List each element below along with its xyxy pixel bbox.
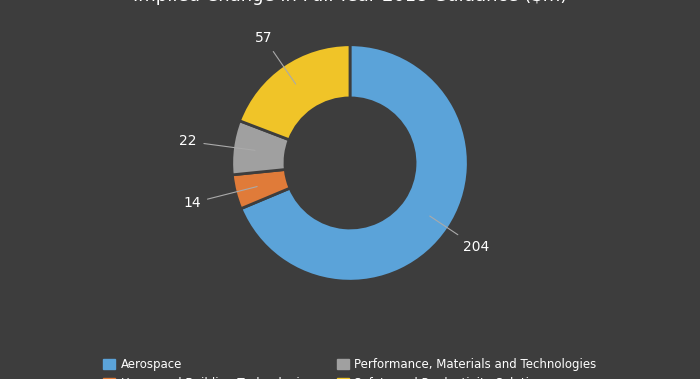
Wedge shape (232, 169, 290, 209)
Text: 22: 22 (179, 135, 255, 150)
Text: 204: 204 (430, 216, 489, 254)
Title: Implied Change in Full-Year 2018 Guidance ($m): Implied Change in Full-Year 2018 Guidanc… (133, 0, 567, 5)
Wedge shape (241, 45, 468, 281)
Text: 57: 57 (256, 31, 295, 84)
Text: 14: 14 (183, 186, 257, 210)
Wedge shape (232, 121, 289, 175)
Wedge shape (239, 45, 350, 140)
Legend: Aerospace, Home and Building Technologies, Performance, Materials and Technologi: Aerospace, Home and Building Technologie… (100, 355, 600, 379)
